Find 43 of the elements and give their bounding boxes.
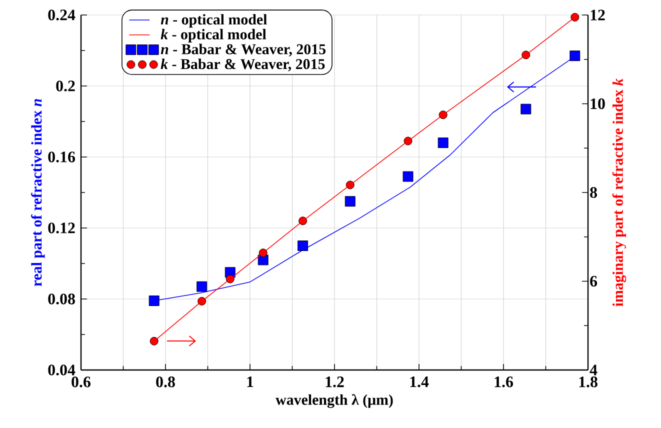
point	[196, 281, 208, 292]
point	[148, 296, 160, 306]
y2-tick-label: 12	[590, 10, 605, 20]
y-tick-label: 0.24	[48, 10, 76, 20]
y2-tick-label: 6	[590, 276, 598, 287]
point	[570, 12, 580, 22]
point	[226, 274, 234, 284]
point	[298, 240, 308, 251]
point	[404, 136, 412, 146]
x-tick-label: 0.6	[72, 376, 90, 388]
point	[258, 248, 268, 258]
legend-label: k - optical model	[160, 28, 266, 42]
point	[298, 216, 308, 226]
point	[438, 138, 448, 148]
point	[344, 196, 356, 207]
point	[198, 296, 206, 306]
y2-tick-label: 8	[590, 187, 597, 198]
x-tick-label: 1	[247, 376, 254, 388]
point	[520, 104, 532, 114]
y2-axis-title: imaginary part of refractive index k	[612, 78, 626, 306]
y-tick-label: 0.16	[48, 152, 76, 162]
legend-label: n - optical model	[160, 14, 267, 28]
y2-tick-label: 4	[590, 364, 598, 376]
x-axis-title: wavelength λ (μm)	[276, 394, 393, 408]
point	[150, 336, 158, 346]
y-tick-label: 0.04	[48, 364, 76, 376]
y2-tick-label: 10	[590, 98, 605, 110]
y-tick-label: 0.2	[56, 80, 75, 92]
legend-label: k - Babar & Weaver, 2015	[160, 58, 325, 72]
point	[402, 171, 414, 182]
x-tick-label: 1.2	[326, 376, 344, 388]
legend-label: n - Babar & Weaver, 2015	[160, 44, 326, 56]
y-tick-label: 0.08	[48, 294, 75, 304]
point	[570, 50, 580, 62]
point	[438, 110, 448, 120]
x-tick-label: 1.4	[410, 376, 429, 388]
point	[346, 180, 354, 190]
point	[522, 50, 530, 60]
y-tick-label: 0.12	[48, 222, 75, 234]
y-axis-title: real part of refractive index n	[31, 99, 45, 286]
x-tick-label: 0.8	[156, 376, 175, 388]
x-tick-label: 1.6	[494, 376, 513, 388]
x-tick-label: 1.8	[579, 376, 598, 388]
